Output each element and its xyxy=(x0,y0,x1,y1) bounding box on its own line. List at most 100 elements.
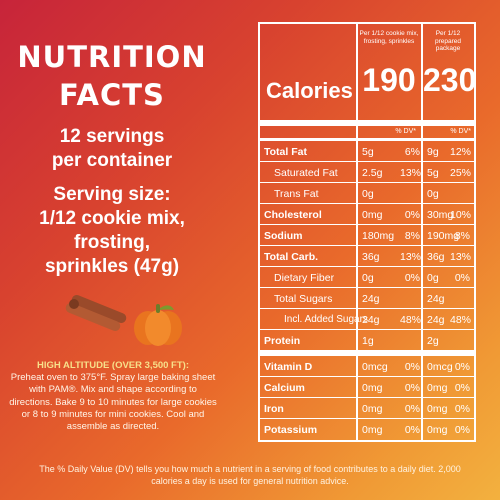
nutrient-label: Dietary Fiber xyxy=(274,272,335,284)
nutrient-label: Calcium xyxy=(264,382,305,394)
nutrient-label: Total Fat xyxy=(264,146,307,158)
serving-size-line-2: 1/12 cookie mix, xyxy=(39,208,185,229)
medium-divider xyxy=(260,138,474,141)
percent-2: 10% xyxy=(450,209,472,221)
calories-value-1: 190 xyxy=(362,62,416,98)
calories-value-2: 230 xyxy=(423,62,477,98)
nutrient-label: Cholesterol xyxy=(264,209,322,221)
amount-2: 0mg xyxy=(427,424,448,436)
serving-size-line-1: Serving size: xyxy=(53,184,171,205)
percent-1: 0% xyxy=(404,272,420,284)
amount-2: 36g xyxy=(427,251,445,263)
amount-2: 9g xyxy=(427,146,439,158)
amount-1: 0g xyxy=(362,188,374,200)
high-altitude-instructions: Preheat oven to 375°F. Spray large bakin… xyxy=(9,372,217,433)
servings-line-1: 12 servings xyxy=(59,126,165,147)
amount-1: 0mg xyxy=(362,382,383,394)
nutrient-label: Vitamin D xyxy=(264,361,313,373)
percent-2: 0% xyxy=(454,361,470,373)
amount-1: 0mg xyxy=(362,424,383,436)
nutrient-label: Iron xyxy=(264,403,284,415)
amount-1: 180mg xyxy=(362,230,395,242)
calories-label: Calories xyxy=(266,78,353,103)
table-row: Incl. Added Sugars 24g 48% 24g 48% xyxy=(260,309,474,330)
nutrient-label: Total Sugars xyxy=(274,293,333,305)
serving-size-line-4: sprinkles (47g) xyxy=(44,256,180,277)
servings-line-2: per container xyxy=(51,150,173,171)
percent-1: 0% xyxy=(404,361,420,373)
title-line-2: FACTS xyxy=(59,78,165,112)
nutrient-label: Sodium xyxy=(264,230,303,242)
percent-2: 0% xyxy=(454,403,470,415)
amount-1: 24g xyxy=(362,314,380,326)
daily-value-footnote: The % Daily Value (DV) tells you how muc… xyxy=(39,464,461,486)
table-row: Sodium 180mg 8% 190mg 8% xyxy=(260,225,474,246)
percent-2: 25% xyxy=(450,167,472,179)
amount-2: 24g xyxy=(427,314,445,326)
table-row: Potassium 0mg 0% 0mg 0% xyxy=(260,419,474,440)
title-line-1: NUTRITION xyxy=(17,40,207,74)
percent-1: 13% xyxy=(400,167,422,179)
nutrient-label: Trans Fat xyxy=(274,188,319,200)
amount-1: 2.5g xyxy=(362,167,383,179)
cinnamon-sticks-icon xyxy=(65,295,127,331)
table-row: Trans Fat 0g 0g xyxy=(260,183,474,204)
table-row: Calcium 0mg 0% 0mg 0% xyxy=(260,377,474,398)
percent-2: 48% xyxy=(450,314,472,326)
thick-divider-bottom xyxy=(260,350,474,356)
amount-1: 0mcg xyxy=(362,361,388,373)
percent-2: 8% xyxy=(454,230,470,242)
nutrient-label: Total Carb. xyxy=(264,251,319,263)
amount-1: 0mg xyxy=(362,209,383,221)
table-row: Total Carb. 36g 13% 36g 13% xyxy=(260,246,474,267)
amount-2: 0mg xyxy=(427,382,448,394)
amount-2: 0mg xyxy=(427,403,448,415)
amount-2: 0mcg xyxy=(427,361,453,373)
amount-1: 1g xyxy=(362,335,374,347)
amount-1: 24g xyxy=(362,293,380,305)
column-header-2: Per 1/12 prepared package xyxy=(434,30,462,52)
nutrient-label: Incl. Added Sugars xyxy=(284,314,368,325)
amount-2: 0g xyxy=(427,188,439,200)
percent-2: 0% xyxy=(454,272,470,284)
table-row: Dietary Fiber 0g 0% 0g 0% xyxy=(260,267,474,288)
amount-1: 5g xyxy=(362,146,374,158)
percent-2: 0% xyxy=(454,424,470,436)
nutrient-label: Saturated Fat xyxy=(274,167,338,179)
pumpkin-icon xyxy=(134,304,182,346)
column-divider-1 xyxy=(356,24,358,440)
nutrition-facts-title: NUTRITION FACTS xyxy=(12,38,212,114)
amount-2: 2g xyxy=(427,335,439,347)
percent-1: 13% xyxy=(400,251,422,263)
dv-header-2: % DV* xyxy=(450,128,471,135)
serving-size: Serving size: 1/12 cookie mix, frosting,… xyxy=(12,183,212,279)
percent-1: 0% xyxy=(404,403,420,415)
amount-2: 190mg xyxy=(427,230,460,242)
percent-2: 0% xyxy=(454,382,470,394)
table-row: Saturated Fat 2.5g 13% 5g 25% xyxy=(260,162,474,183)
table-row: Total Fat 5g 6% 9g 12% xyxy=(260,141,474,162)
percent-2: 12% xyxy=(450,146,472,158)
amount-2: 5g xyxy=(427,167,439,179)
serving-size-line-3: frosting, xyxy=(74,232,150,253)
table-row: Vitamin D 0mcg 0% 0mcg 0% xyxy=(260,356,474,377)
column-header-1: Per 1/12 cookie mix, frosting, sprinkles xyxy=(359,30,419,45)
amount-2: 0g xyxy=(427,272,439,284)
amount-1: 0mg xyxy=(362,403,383,415)
servings-per-container: 12 servings per container xyxy=(12,125,212,173)
percent-1: 0% xyxy=(404,209,420,221)
dv-header-1: % DV* xyxy=(395,128,416,135)
high-altitude-title: HIGH ALTITUDE (OVER 3,500 FT): xyxy=(36,360,189,371)
percent-1: 0% xyxy=(404,382,420,394)
table-row: Total Sugars 24g 24g xyxy=(260,288,474,309)
percent-2: 13% xyxy=(450,251,472,263)
nutrient-label: Potassium xyxy=(264,424,318,436)
percent-1: 6% xyxy=(404,146,420,158)
percent-1: 48% xyxy=(400,314,422,326)
percent-1: 8% xyxy=(404,230,420,242)
column-divider-2 xyxy=(421,24,423,440)
percent-1: 0% xyxy=(404,424,420,436)
amount-2: 24g xyxy=(427,293,445,305)
table-row: Cholesterol 0mg 0% 30mg 10% xyxy=(260,204,474,225)
thick-divider-top xyxy=(260,120,474,126)
